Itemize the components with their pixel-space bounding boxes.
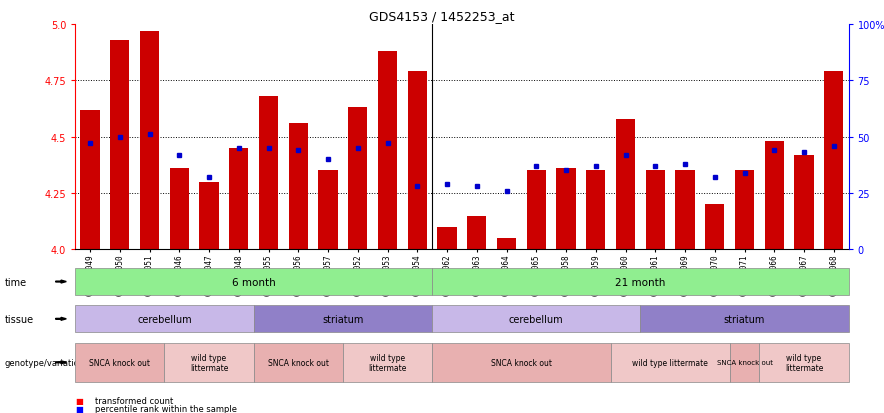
Bar bbox=[110, 40, 129, 250]
Bar bbox=[288, 124, 308, 250]
Bar bbox=[170, 169, 189, 250]
Text: SNCA knock out: SNCA knock out bbox=[268, 358, 329, 367]
Bar bbox=[377, 52, 397, 250]
Text: striatum: striatum bbox=[724, 314, 766, 324]
Bar bbox=[408, 72, 427, 250]
Bar bbox=[438, 228, 457, 250]
Text: tissue: tissue bbox=[4, 314, 34, 324]
Text: SNCA knock out: SNCA knock out bbox=[491, 358, 552, 367]
Text: cerebellum: cerebellum bbox=[137, 314, 192, 324]
Text: ■: ■ bbox=[75, 404, 83, 413]
Bar bbox=[735, 171, 754, 250]
Text: ■: ■ bbox=[75, 396, 83, 405]
Bar bbox=[586, 171, 606, 250]
Bar bbox=[527, 171, 546, 250]
Bar bbox=[705, 205, 724, 250]
Text: SNCA knock out: SNCA knock out bbox=[717, 359, 773, 366]
Bar bbox=[675, 171, 695, 250]
Text: time: time bbox=[4, 277, 27, 287]
Bar bbox=[259, 97, 278, 250]
Text: SNCA knock out: SNCA knock out bbox=[89, 358, 150, 367]
Bar bbox=[140, 31, 159, 250]
Bar bbox=[765, 142, 784, 250]
Text: 6 month: 6 month bbox=[232, 277, 276, 287]
Text: wild type
littermate: wild type littermate bbox=[785, 353, 823, 372]
Text: wild type littermate: wild type littermate bbox=[632, 358, 708, 367]
Bar bbox=[348, 108, 368, 250]
Bar bbox=[80, 110, 100, 250]
Text: striatum: striatum bbox=[322, 314, 363, 324]
Text: transformed count: transformed count bbox=[95, 396, 173, 405]
Bar bbox=[824, 72, 843, 250]
Text: percentile rank within the sample: percentile rank within the sample bbox=[95, 404, 237, 413]
Bar bbox=[200, 183, 218, 250]
Text: wild type
littermate: wild type littermate bbox=[190, 353, 228, 372]
Bar bbox=[616, 119, 636, 250]
Text: 21 month: 21 month bbox=[615, 277, 666, 287]
Text: genotype/variation: genotype/variation bbox=[4, 358, 85, 367]
Bar bbox=[497, 239, 516, 250]
Bar bbox=[229, 149, 248, 250]
Text: wild type
littermate: wild type littermate bbox=[369, 353, 407, 372]
Text: cerebellum: cerebellum bbox=[509, 314, 564, 324]
Text: GDS4153 / 1452253_at: GDS4153 / 1452253_at bbox=[370, 10, 514, 23]
Bar bbox=[467, 216, 486, 250]
Bar bbox=[645, 171, 665, 250]
Bar bbox=[556, 169, 575, 250]
Bar bbox=[795, 155, 813, 250]
Bar bbox=[318, 171, 338, 250]
